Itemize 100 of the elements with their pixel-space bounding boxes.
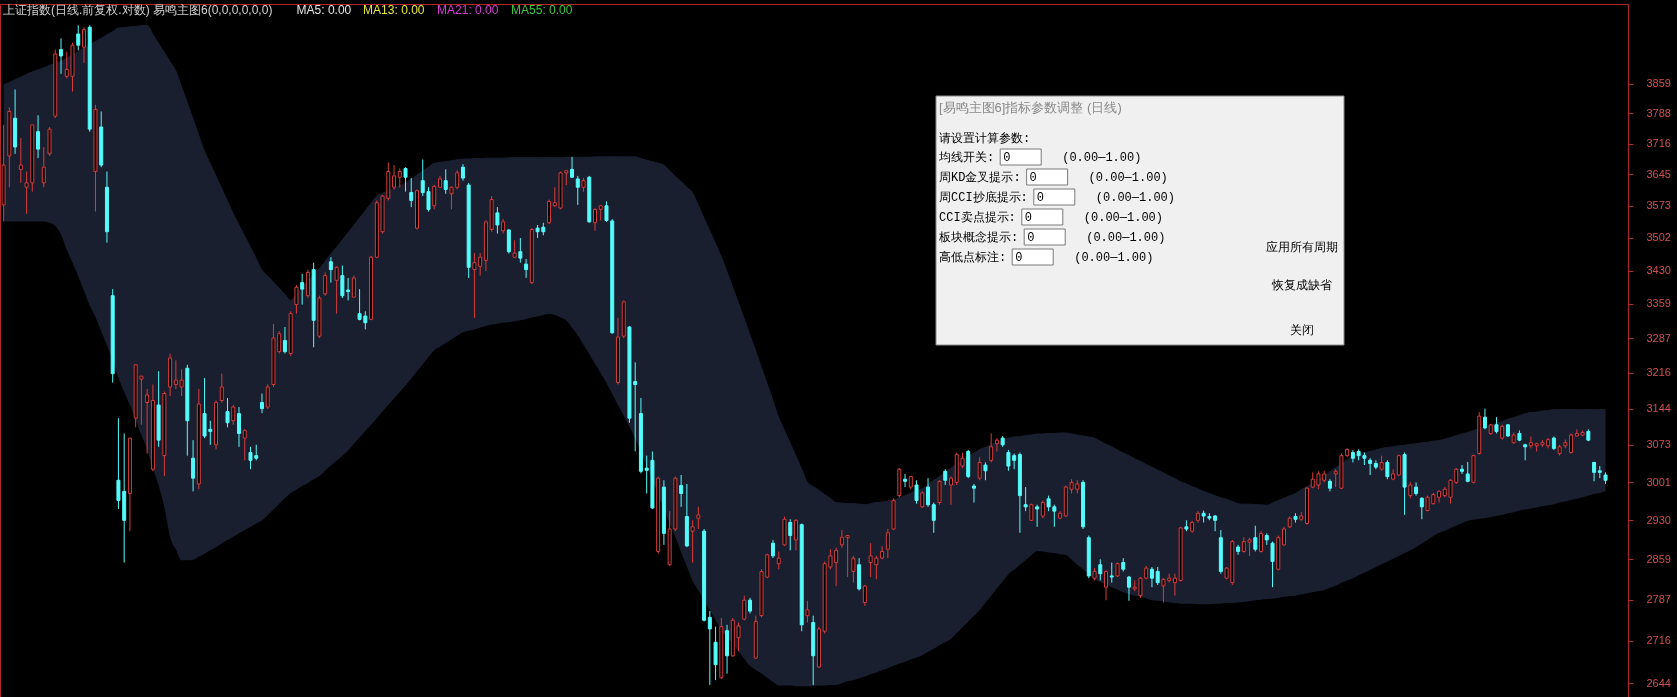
candlestick: [432, 184, 437, 210]
candlestick: [495, 206, 500, 235]
annotation: MA5: 0.00: [296, 3, 352, 17]
annotation: MA55: 0.00: [511, 3, 573, 17]
candlestick: [294, 284, 299, 315]
candlestick: [937, 479, 942, 506]
annotation: 均线开关:: [938, 150, 995, 165]
annotation: (0.00—1.00): [1083, 211, 1164, 225]
candlestick: [242, 428, 247, 461]
candlestick: [145, 388, 150, 455]
candlestick: [977, 456, 982, 481]
annotation: (0.00—1.00): [1074, 251, 1154, 265]
annotation: (0.00—1.00): [1062, 151, 1142, 165]
y-tick-label: 3573: [1646, 199, 1671, 212]
candlestick: [1414, 481, 1419, 497]
y-tick-label: 2644: [1646, 676, 1671, 689]
candlestick: [219, 373, 224, 404]
annotation: 0: [1036, 191, 1044, 205]
text: [易鸣主图6]指标参数调整 (日线): [939, 100, 1122, 115]
annotation: 周KD金叉提示:: [939, 171, 1021, 185]
candlestick: [1253, 525, 1258, 552]
candlestick: [1104, 569, 1109, 601]
annotation: 恢复成缺省: [1270, 278, 1332, 292]
candlestick: [713, 626, 718, 681]
candlestick: [351, 275, 356, 298]
candlestick: [403, 166, 408, 193]
y-tick-label: 2787: [1646, 593, 1671, 606]
candlestick: [994, 437, 999, 452]
candlestick: [36, 114, 41, 159]
y-tick-label: 3073: [1646, 438, 1671, 451]
candlestick: [524, 258, 529, 279]
candlestick: [81, 26, 86, 64]
candlestick: [76, 24, 81, 51]
annotation: 0: [1015, 251, 1023, 265]
annotation: 板块概念提示:: [938, 231, 1019, 245]
candlestick: [231, 404, 236, 426]
candlestick: [397, 168, 402, 188]
candlestick: [690, 519, 695, 564]
text: 请设置计算参数:: [939, 132, 1031, 146]
candlestick: [575, 175, 580, 206]
annotation: 关闭: [1289, 323, 1314, 337]
candlestick: [305, 269, 310, 299]
candlestick: [851, 555, 856, 584]
y-tick-label: 3359: [1646, 297, 1671, 310]
candlestick: [547, 199, 552, 225]
candlestick: [971, 483, 976, 504]
y-tick-label: 2716: [1646, 634, 1671, 647]
annotation: 高低点标注:: [939, 250, 1007, 265]
y-tick-label: 3502: [1646, 231, 1671, 244]
candlestick: [392, 164, 397, 190]
candlestick: [1098, 558, 1103, 581]
candlestick: [989, 432, 994, 463]
y-tick-label: 3645: [1646, 167, 1671, 180]
candlestick: [771, 539, 775, 559]
candlestick: [409, 177, 414, 208]
candlestick: [931, 502, 936, 534]
y-tick-label: 3430: [1646, 264, 1671, 277]
y-tick-label: 2859: [1646, 552, 1671, 565]
candlestick: [1126, 575, 1131, 602]
candlestick: [1437, 489, 1442, 504]
candlestick: [926, 477, 931, 508]
y-tick-label: 3859: [1646, 77, 1671, 90]
annotation: MA21: 0.00: [437, 3, 499, 17]
candlestick: [1259, 530, 1264, 554]
candlestick: [282, 326, 287, 355]
y-tick-label: 3144: [1646, 402, 1671, 415]
candlestick: [1460, 464, 1465, 475]
annotation: (0.00—1.00): [1095, 191, 1176, 205]
candlestick: [59, 37, 64, 75]
candlestick: [1482, 408, 1487, 430]
candlestick: [1172, 573, 1177, 597]
candlestick: [1368, 457, 1373, 476]
candlestick: [696, 506, 701, 530]
annotation: (0.00—1.00): [1086, 231, 1166, 245]
candlestick: [225, 397, 230, 428]
y-tick-label: 3216: [1646, 366, 1671, 379]
y-tick-label: 3788: [1646, 106, 1671, 119]
y-tick-label: 3716: [1646, 137, 1671, 150]
candlestick: [443, 168, 448, 195]
candlestick: [328, 256, 333, 284]
candlestick: [742, 595, 747, 621]
annotation: MA13: 0.00: [363, 3, 425, 17]
candlestick: [41, 146, 46, 188]
candlestick: [18, 137, 23, 184]
candlestick: [1385, 459, 1390, 480]
candlestick: [237, 406, 242, 448]
candlestick: [334, 265, 339, 315]
candlestick: [1149, 566, 1154, 588]
y-tick-label: 2930: [1646, 513, 1671, 526]
candlestick: [1419, 496, 1424, 520]
annotation: 0: [1024, 211, 1032, 225]
annotation: 0: [1029, 171, 1037, 185]
annotation: 0: [1003, 151, 1011, 165]
candlestick: [1270, 541, 1275, 588]
annotation: CCI卖点提示:: [939, 211, 1016, 225]
candlestick: [1109, 562, 1114, 584]
candlestick: [1023, 486, 1028, 512]
candlestick: [885, 528, 890, 559]
candlestick: [323, 271, 328, 297]
candlestick: [259, 393, 264, 414]
